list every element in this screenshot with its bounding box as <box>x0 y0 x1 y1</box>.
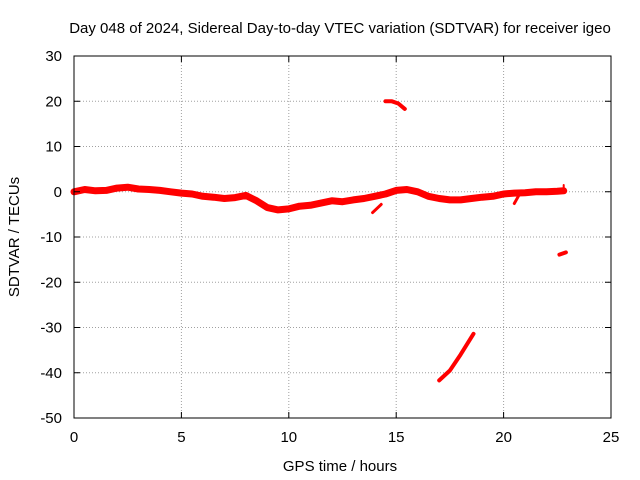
data-series-2 <box>383 99 407 111</box>
chart-title: Day 048 of 2024, Sidereal Day-to-day VTE… <box>69 20 611 37</box>
series-layer <box>70 99 568 383</box>
y-tick-label: 0 <box>54 184 62 201</box>
x-tick-label: 25 <box>603 429 620 446</box>
x-tick-label: 20 <box>495 429 512 446</box>
y-tick-label: 30 <box>45 48 62 65</box>
x-tick-label: 0 <box>70 429 78 446</box>
y-tick-label: -30 <box>40 320 62 337</box>
y-tick-label: -20 <box>40 274 62 291</box>
y-tick-label: -40 <box>40 365 62 382</box>
ticks: 0 5 10 15 20 25 30 20 10 0 -10 -20 -30 -40 -50 <box>40 48 619 446</box>
y-tick-label: 20 <box>45 93 62 110</box>
x-tick-label: 15 <box>388 429 405 446</box>
plot-frame <box>73 55 612 419</box>
x-axis-label: GPS time / hours <box>283 458 397 475</box>
y-axis-label: SDTVAR / TECUs <box>6 177 23 297</box>
data-series-5 <box>512 194 521 205</box>
data-series-4 <box>437 331 476 383</box>
y-tick-label: -10 <box>40 229 62 246</box>
data-series-6 <box>557 250 568 257</box>
grid <box>74 56 611 418</box>
data-series-1 <box>70 183 568 214</box>
x-tick-label: 5 <box>177 429 185 446</box>
x-tick-label: 10 <box>280 429 297 446</box>
data-series-3 <box>371 202 383 215</box>
y-tick-label: 10 <box>45 139 62 156</box>
y-tick-label: -50 <box>40 410 62 427</box>
